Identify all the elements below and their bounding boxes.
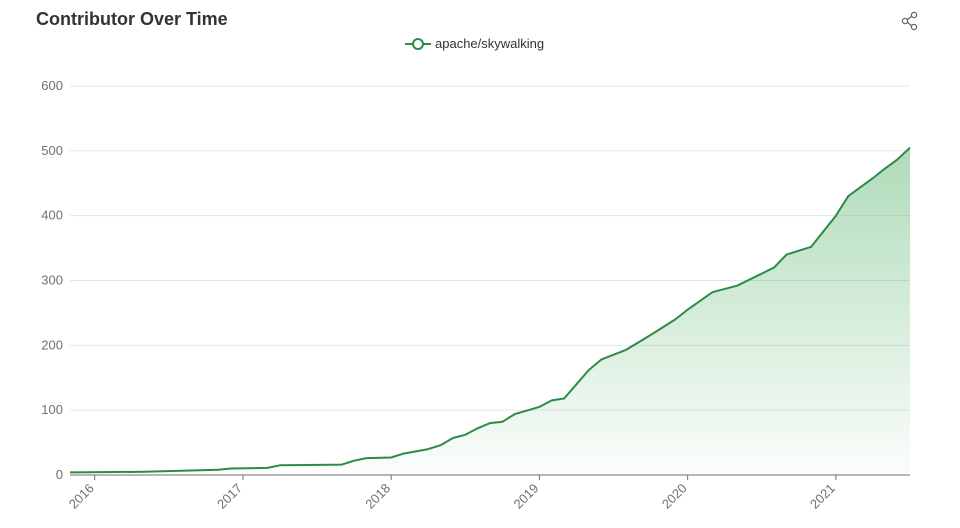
- legend-item[interactable]: apache/skywalking: [405, 36, 544, 51]
- x-tick-label: 2021: [807, 481, 838, 512]
- x-tick-label: 2016: [66, 481, 97, 512]
- series-area-fill: [70, 147, 910, 475]
- series-line: [69, 146, 911, 474]
- chart-title: Contributor Over Time: [36, 9, 228, 29]
- y-tick-label: 200: [41, 337, 63, 352]
- y-tick-label: 100: [41, 402, 63, 417]
- x-tick-label: 2017: [214, 481, 245, 512]
- share-icon[interactable]: [900, 11, 920, 31]
- y-tick-label: 500: [41, 143, 63, 158]
- x-tick-label: 2019: [510, 481, 541, 512]
- y-tick-label: 400: [41, 208, 63, 223]
- y-tick-label: 0: [56, 467, 63, 482]
- y-tick-label: 600: [41, 78, 63, 93]
- legend-label: apache/skywalking: [435, 36, 545, 51]
- x-tick-label: 2018: [362, 481, 393, 512]
- x-tick-label: 2020: [659, 481, 690, 512]
- y-tick-label: 300: [41, 273, 63, 288]
- legend-line-circle-icon: [405, 37, 431, 50]
